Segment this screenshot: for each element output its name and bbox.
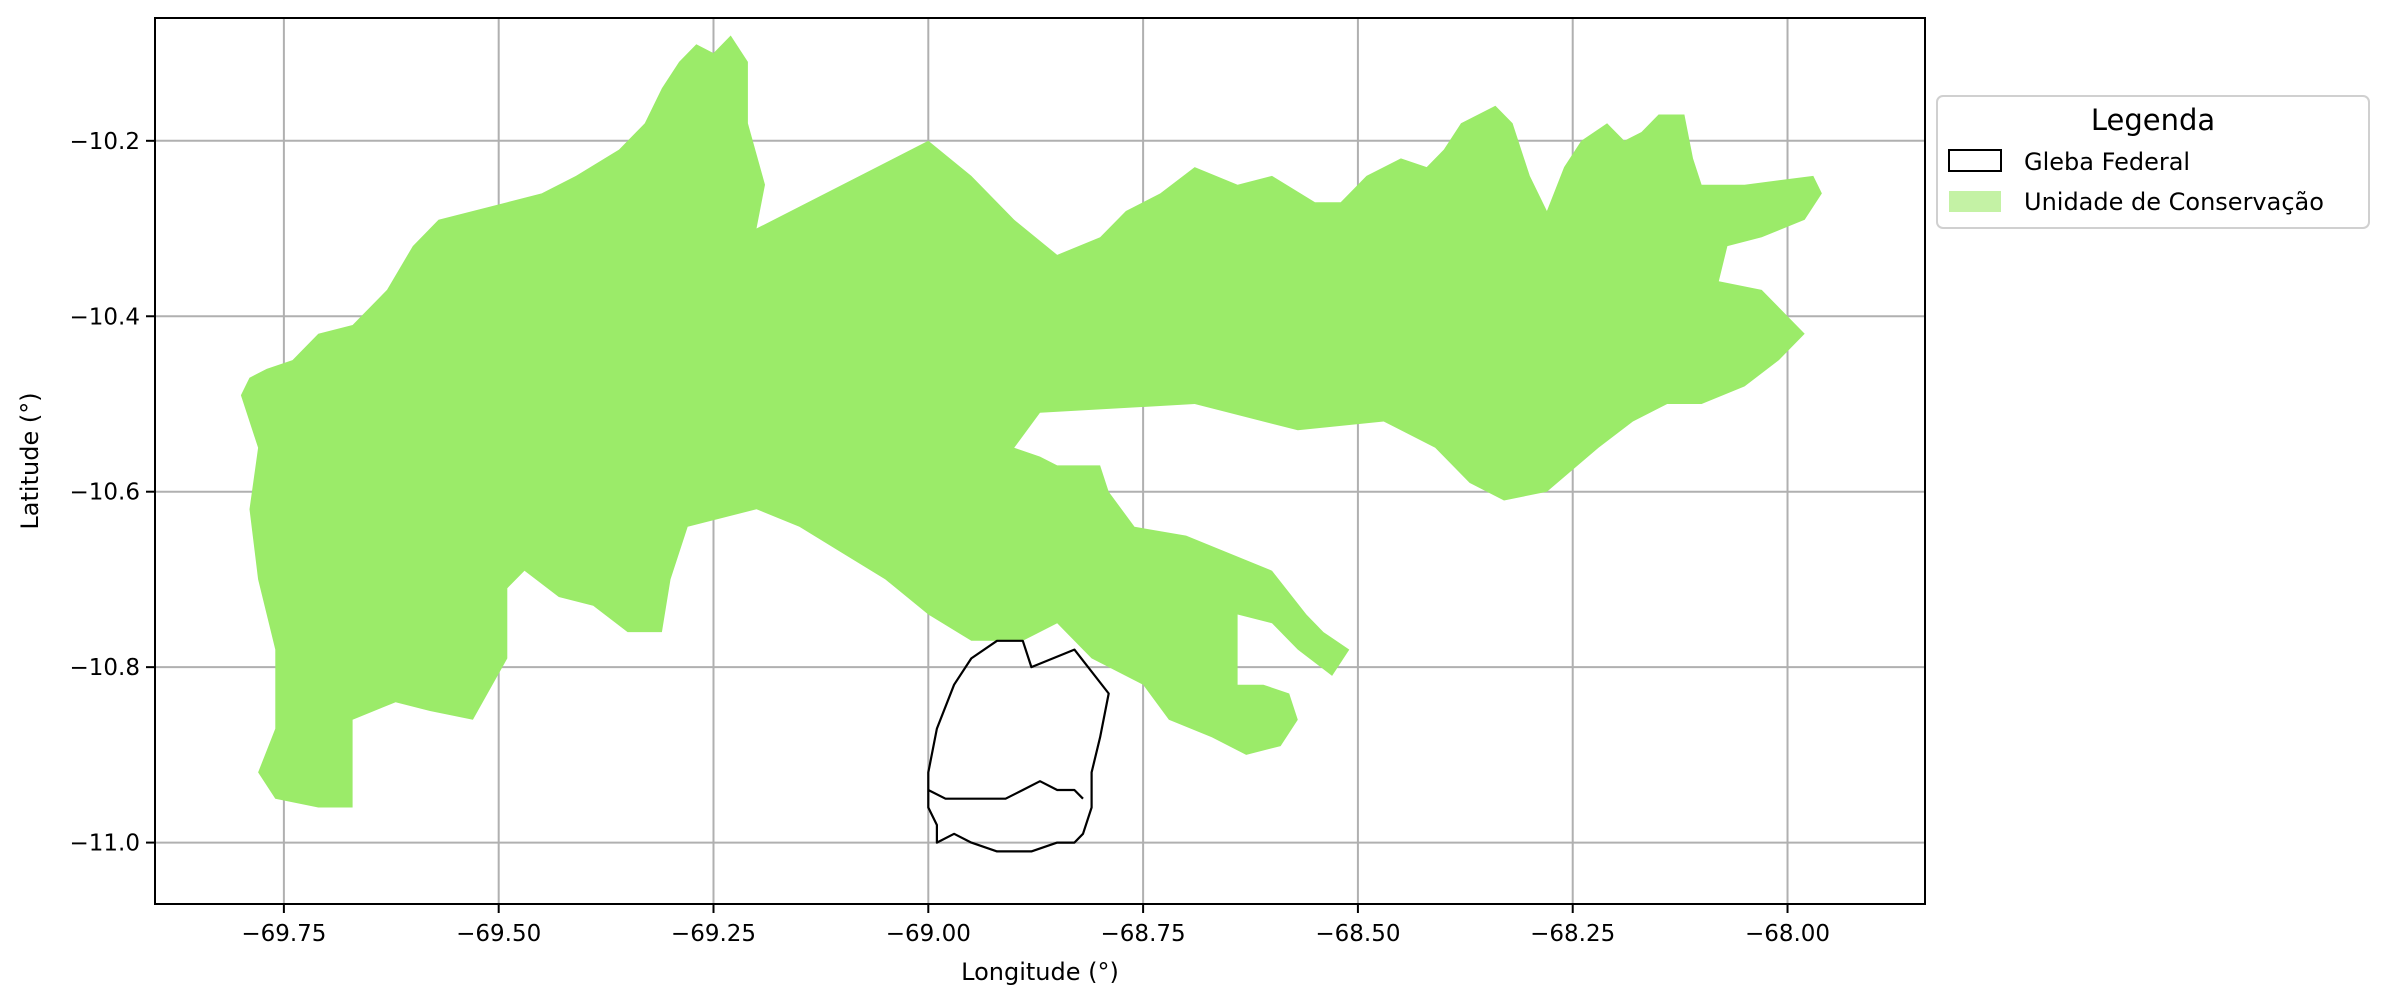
outline-gleba-federal-part-1 xyxy=(927,780,1084,800)
x-tick-label-5: −68.50 xyxy=(1315,921,1400,947)
y-axis-label: Latitude (°) xyxy=(16,392,44,529)
x-tick-label-2: −69.25 xyxy=(671,921,756,947)
legend-label-unidade-conservacao: Unidade de Conservação xyxy=(2024,188,2324,216)
legend: Legenda Gleba Federal Unidade de Conserv… xyxy=(1936,95,2370,229)
y-tick-label-0: −10.2 xyxy=(70,129,140,155)
y-tick-label-4: −11.0 xyxy=(70,831,140,857)
y-tick-label-1: −10.4 xyxy=(70,304,140,330)
x-tick-label-3: −69.00 xyxy=(886,921,971,947)
x-tick-label-4: −68.75 xyxy=(1101,921,1186,947)
y-tick-label-3: −10.8 xyxy=(70,655,140,681)
legend-label-gleba-federal: Gleba Federal xyxy=(2024,148,2190,176)
x-tick-label-0: −69.75 xyxy=(241,921,326,947)
legend-swatch-unidade-conservacao xyxy=(1949,191,2001,212)
polygon-unidade-de-conservacao xyxy=(240,35,1822,808)
y-tick-label-2: −10.6 xyxy=(70,480,140,506)
x-tick-label-1: −69.50 xyxy=(456,921,541,947)
x-axis-label: Longitude (°) xyxy=(961,958,1119,986)
map-polygons xyxy=(240,35,1822,853)
outline-gleba-federal-part-0 xyxy=(927,639,1110,853)
x-tick-label-7: −68.00 xyxy=(1745,921,1830,947)
legend-swatch-gleba-federal xyxy=(1948,149,2002,172)
plot-frame xyxy=(154,17,1926,905)
x-tick-label-6: −68.25 xyxy=(1530,921,1615,947)
legend-frame xyxy=(1936,95,2370,229)
axis-ticks: −69.75 −69.50 −69.25 −69.00 −68.75 −68.50 −68.… xyxy=(70,129,1831,947)
legend-title: Legenda xyxy=(2091,103,2215,137)
